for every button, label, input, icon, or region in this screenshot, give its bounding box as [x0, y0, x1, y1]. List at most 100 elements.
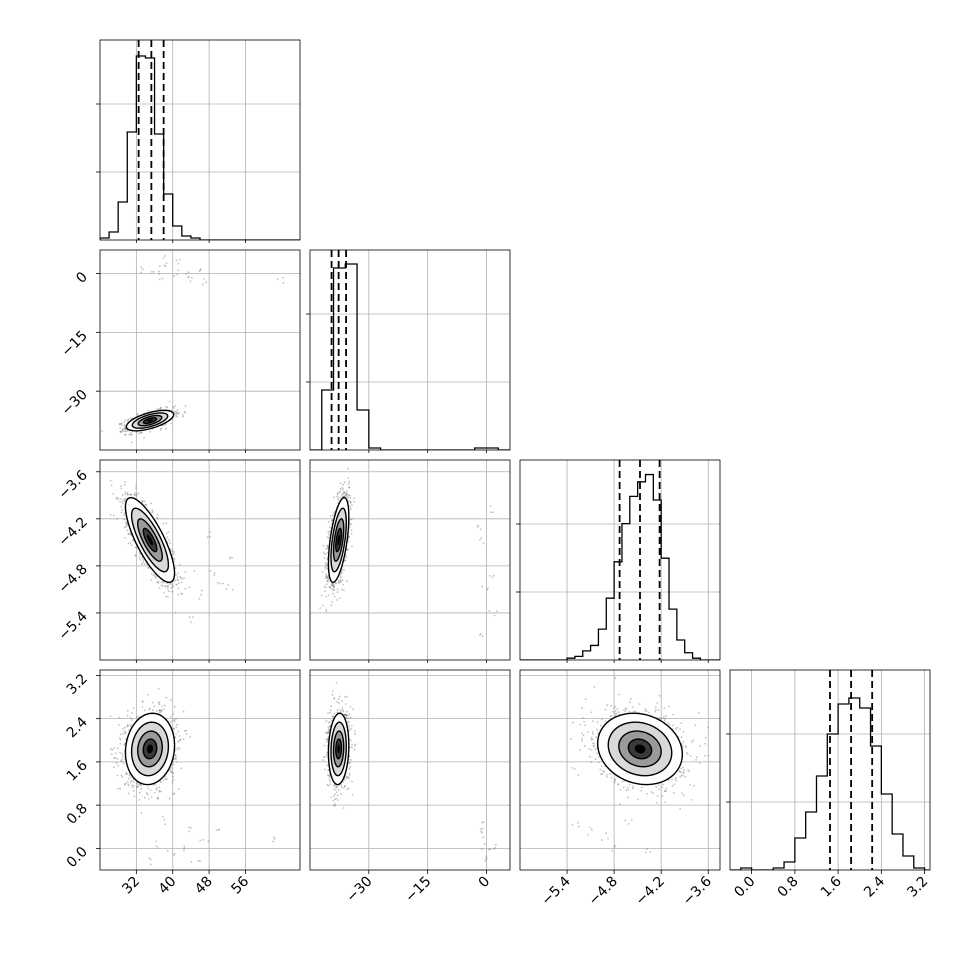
- sample-point: [603, 770, 605, 773]
- sample-point: [276, 278, 279, 281]
- sample-point: [347, 483, 350, 485]
- sample-point: [164, 265, 167, 267]
- sample-point: [332, 584, 335, 586]
- sample-point: [154, 783, 157, 786]
- sample-point: [157, 581, 160, 584]
- sample-point: [336, 794, 339, 797]
- sample-point: [151, 511, 153, 514]
- sample-point: [345, 490, 348, 493]
- sample-point: [341, 700, 343, 702]
- sample-point: [171, 771, 174, 774]
- sample-point: [150, 796, 153, 798]
- sample-point: [163, 704, 166, 707]
- sample-point: [171, 585, 174, 588]
- sample-point: [647, 711, 650, 714]
- sample-point: [127, 777, 130, 780]
- sample-point: [172, 713, 175, 715]
- sample-point: [479, 528, 482, 531]
- sample-point: [343, 559, 346, 562]
- sample-point: [122, 498, 125, 501]
- sample-point: [339, 482, 342, 485]
- sample-point: [222, 582, 224, 585]
- sample-point: [177, 582, 180, 585]
- sample-point: [128, 784, 130, 787]
- sample-point: [343, 785, 346, 788]
- sample-point: [219, 582, 221, 585]
- sample-point: [322, 544, 325, 547]
- sample-point: [191, 276, 193, 279]
- sample-point: [124, 536, 126, 539]
- sample-point: [610, 714, 613, 717]
- sample-point: [118, 737, 121, 740]
- sample-point: [680, 736, 683, 738]
- sample-point: [165, 595, 167, 598]
- sample-point: [165, 262, 168, 265]
- sample-point: [689, 754, 692, 757]
- sample-point: [594, 758, 597, 761]
- sample-point: [614, 705, 617, 708]
- sample-point: [175, 717, 178, 720]
- sample-point: [133, 494, 136, 497]
- sample-point: [671, 785, 674, 787]
- sample-point: [645, 851, 647, 854]
- sample-point: [673, 783, 675, 786]
- sample-point: [159, 790, 162, 793]
- sample-point: [177, 746, 180, 749]
- sample-point: [481, 635, 484, 637]
- sample-point: [173, 727, 175, 730]
- sample-point: [482, 821, 485, 823]
- sample-point: [120, 505, 123, 508]
- sample-point: [172, 558, 175, 560]
- sample-point: [147, 566, 150, 569]
- sample-point: [109, 513, 112, 516]
- sample-point: [121, 508, 124, 511]
- y-tick-label: −15: [59, 328, 91, 360]
- sample-point: [119, 742, 122, 745]
- sample-point: [326, 774, 329, 777]
- sample-point: [213, 572, 216, 575]
- sample-point: [326, 545, 329, 547]
- sample-point: [199, 269, 202, 272]
- sample-point: [339, 710, 342, 713]
- density-contour: [142, 738, 158, 760]
- sample-point: [650, 791, 653, 793]
- x-tick-label: 2.4: [861, 873, 888, 900]
- density-contour: [327, 712, 350, 786]
- sample-point: [142, 558, 145, 561]
- sample-point: [679, 807, 682, 810]
- sample-point: [229, 556, 232, 559]
- sample-point: [655, 708, 657, 711]
- sample-point: [119, 497, 122, 500]
- sample-point: [124, 433, 127, 436]
- sample-point: [175, 756, 177, 759]
- sample-point: [341, 588, 343, 591]
- sample-point: [187, 271, 190, 274]
- sample-point: [109, 715, 112, 718]
- axes-frame: [729, 669, 931, 871]
- sample-point: [130, 441, 133, 444]
- sample-point: [672, 791, 675, 794]
- sample-point: [185, 729, 188, 732]
- sample-point: [129, 717, 132, 719]
- sample-point: [328, 533, 331, 536]
- sample-point: [615, 712, 618, 715]
- sample-point: [644, 709, 646, 712]
- sample-point: [161, 584, 164, 587]
- sample-point: [655, 801, 658, 804]
- sample-point: [579, 723, 581, 726]
- sample-point: [129, 431, 132, 434]
- sample-point: [123, 428, 126, 430]
- sample-point: [225, 587, 228, 590]
- sample-point: [665, 714, 667, 717]
- density-contour: [124, 712, 176, 786]
- sample-point: [115, 762, 118, 764]
- sample-point: [682, 766, 684, 769]
- sample-point: [341, 579, 344, 581]
- sample-point: [654, 710, 657, 713]
- sample-point: [181, 414, 184, 416]
- sample-point: [610, 776, 613, 779]
- sample-point: [336, 785, 338, 788]
- sample-point: [176, 723, 178, 726]
- sample-point: [605, 773, 608, 776]
- sample-point: [707, 726, 710, 729]
